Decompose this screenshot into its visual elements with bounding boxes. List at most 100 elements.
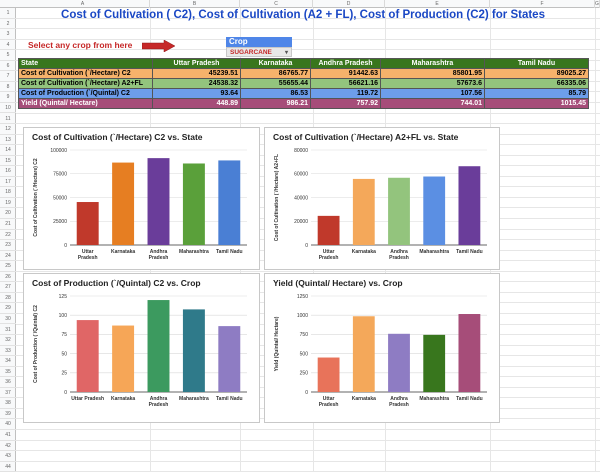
row-header[interactable]: 29 <box>0 303 16 314</box>
bar-uttar-pradesh <box>317 357 340 392</box>
table-header-cell[interactable]: Maharashtra <box>380 58 485 69</box>
table-cell[interactable]: 85801.95 <box>380 68 485 79</box>
y-tick-label: 500 <box>300 351 309 357</box>
column-header[interactable]: B <box>150 0 240 8</box>
row-header[interactable]: 32 <box>0 335 16 346</box>
row-header[interactable]: 37 <box>0 388 16 399</box>
y-tick-label: 1250 <box>297 294 308 300</box>
row-header[interactable]: 36 <box>0 377 16 388</box>
row-header[interactable]: 8 <box>0 82 16 93</box>
row-header[interactable]: 1 <box>0 8 16 19</box>
row-header[interactable]: 10 <box>0 103 16 114</box>
table-cell[interactable]: 744.01 <box>380 98 485 109</box>
row-header[interactable]: 44 <box>0 462 16 472</box>
table-row: Yield (Quintal/ Hectare) 448.89 986.21 7… <box>18 98 589 109</box>
row-header[interactable]: 12 <box>0 124 16 135</box>
table-header-cell[interactable]: Tamil Nadu <box>484 58 589 69</box>
row-header[interactable]: 7 <box>0 71 16 82</box>
row-header[interactable]: 9 <box>0 92 16 103</box>
row-header[interactable]: 30 <box>0 314 16 325</box>
column-header[interactable]: F <box>490 0 595 8</box>
table-row-label[interactable]: Cost of Cultivation (`/Hectare) A2+FL <box>18 78 153 89</box>
column-header[interactable]: G <box>595 0 600 8</box>
row-header[interactable]: 35 <box>0 367 16 378</box>
row-header[interactable]: 26 <box>0 272 16 283</box>
row-header[interactable]: 27 <box>0 282 16 293</box>
row-header[interactable]: 23 <box>0 240 16 251</box>
row-header[interactable]: 18 <box>0 187 16 198</box>
bar-tamil-nadu <box>218 326 241 392</box>
x-tick-label: Karnataka <box>111 396 135 402</box>
chart-title: Yield (Quintal/ Hectare) vs. Crop <box>273 278 403 288</box>
row-header[interactable]: 15 <box>0 156 16 167</box>
y-tick-label: 50000 <box>53 195 67 201</box>
row-header[interactable]: 39 <box>0 409 16 420</box>
table-header-cell[interactable]: State <box>18 58 153 69</box>
row-header[interactable]: 24 <box>0 251 16 262</box>
y-tick-label: 0 <box>64 243 67 249</box>
row-header[interactable]: 21 <box>0 219 16 230</box>
table-cell[interactable]: 448.89 <box>152 98 241 109</box>
chart-a2fl-cost-per-hectare[interactable]: Cost of Cultivation (`/Hectare) A2+FL vs… <box>264 127 500 270</box>
table-cell[interactable]: 107.56 <box>380 88 485 99</box>
column-header[interactable]: D <box>313 0 385 8</box>
row-header[interactable]: 13 <box>0 135 16 146</box>
gridline <box>16 270 600 272</box>
chart-cost-of-production[interactable]: Cost of Production (`/Quintal) C2 vs. Cr… <box>23 273 260 423</box>
table-cell[interactable]: 45239.51 <box>152 68 241 79</box>
chart-yield[interactable]: Yield (Quintal/ Hectare) vs. Crop 0 250 50… <box>264 273 500 423</box>
table-header-cell[interactable]: Karnataka <box>240 58 311 69</box>
table-cell[interactable]: 89025.27 <box>484 68 589 79</box>
row-header[interactable]: 6 <box>0 61 16 72</box>
row-header[interactable]: 4 <box>0 40 16 51</box>
y-tick-label: 80000 <box>294 148 308 154</box>
row-header[interactable]: 43 <box>0 451 16 462</box>
table-cell[interactable]: 55655.44 <box>240 78 311 89</box>
table-header-cell[interactable]: Andhra Pradesh <box>310 58 381 69</box>
row-header[interactable]: 33 <box>0 346 16 357</box>
table-cell[interactable]: 24538.32 <box>152 78 241 89</box>
table-cell[interactable]: 86765.77 <box>240 68 311 79</box>
row-header[interactable]: 42 <box>0 441 16 452</box>
row-header[interactable]: 41 <box>0 430 16 441</box>
column-header[interactable]: C <box>240 0 313 8</box>
table-cell[interactable]: 85.79 <box>484 88 589 99</box>
row-header[interactable]: 31 <box>0 325 16 336</box>
row-header[interactable]: 14 <box>0 145 16 156</box>
table-cell[interactable]: 93.64 <box>152 88 241 99</box>
row-header[interactable]: 3 <box>0 29 16 40</box>
table-cell[interactable]: 91442.63 <box>310 68 381 79</box>
table-cell[interactable]: 86.53 <box>240 88 311 99</box>
chevron-down-icon[interactable]: ▾ <box>284 50 288 56</box>
row-header[interactable]: 34 <box>0 356 16 367</box>
table-cell[interactable]: 757.92 <box>310 98 381 109</box>
crop-dropdown[interactable]: SUGARCANE ▾ <box>226 47 292 57</box>
column-header[interactable]: E <box>385 0 490 8</box>
table-cell[interactable]: 57673.6 <box>380 78 485 89</box>
row-header[interactable]: 11 <box>0 114 16 125</box>
table-cell[interactable]: 66335.06 <box>484 78 589 89</box>
gridline <box>16 429 600 430</box>
row-header[interactable]: 2 <box>0 19 16 30</box>
row-header[interactable]: 17 <box>0 177 16 188</box>
row-header[interactable]: 20 <box>0 208 16 219</box>
table-cell[interactable]: 119.72 <box>310 88 381 99</box>
row-header[interactable]: 22 <box>0 230 16 241</box>
table-row-label[interactable]: Yield (Quintal/ Hectare) <box>18 98 153 109</box>
row-header[interactable]: 40 <box>0 419 16 430</box>
table-cell[interactable]: 986.21 <box>240 98 311 109</box>
row-header[interactable]: 16 <box>0 166 16 177</box>
y-tick-label: 60000 <box>294 172 308 178</box>
row-header[interactable]: 5 <box>0 50 16 61</box>
column-header[interactable]: A <box>16 0 150 8</box>
table-header-cell[interactable]: Uttar Pradesh <box>152 58 241 69</box>
row-header[interactable]: 28 <box>0 293 16 304</box>
row-header[interactable]: 19 <box>0 198 16 209</box>
row-header[interactable]: 25 <box>0 261 16 272</box>
chart-c2-cost-per-hectare[interactable]: Cost of Cultivation (`/Hectare) C2 vs. S… <box>23 127 260 270</box>
table-row-label[interactable]: Cost of Cultivation (`/Hectare) C2 <box>18 68 153 79</box>
row-header[interactable]: 38 <box>0 398 16 409</box>
table-cell[interactable]: 1015.45 <box>484 98 589 109</box>
table-cell[interactable]: 56621.16 <box>310 78 381 89</box>
table-row-label[interactable]: Cost of Production (`/Quintal) C2 <box>18 88 153 99</box>
